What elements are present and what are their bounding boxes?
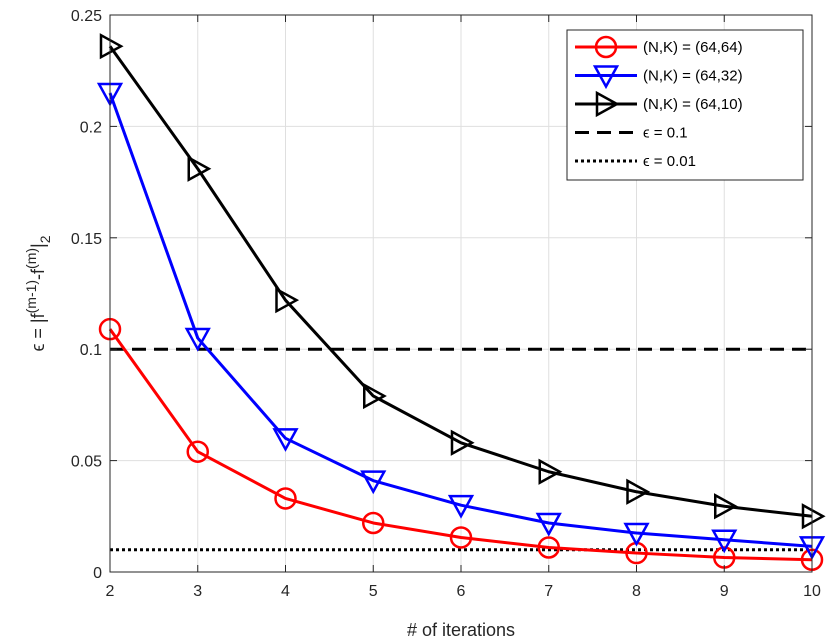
series-2 bbox=[99, 33, 826, 530]
x-tick-label: 6 bbox=[457, 583, 466, 600]
legend-item: (N,K) = (64,64) bbox=[575, 35, 743, 59]
x-ticks: 2 3 4 5 6 7 8 9 10 bbox=[106, 15, 821, 600]
data-point bbox=[801, 503, 826, 530]
data-point bbox=[184, 327, 211, 352]
data-point bbox=[272, 428, 299, 452]
data-point bbox=[447, 494, 475, 519]
data-point bbox=[538, 458, 563, 485]
y-ticks: 0 0.05 0.1 0.15 0.2 0.25 bbox=[71, 8, 812, 582]
x-axis-label: # of iterations bbox=[407, 620, 515, 638]
x-tick-label: 3 bbox=[193, 583, 202, 600]
data-point bbox=[626, 478, 651, 505]
legend: (N,K) = (64,64) (N,K) = (64,32) (N,K) = (6… bbox=[566, 29, 804, 181]
legend-label: (N,K) = (64,10) bbox=[643, 96, 743, 113]
data-point bbox=[274, 487, 297, 510]
x-tick-label: 5 bbox=[369, 583, 378, 600]
y-label-lhs: ϵ = |f bbox=[28, 312, 48, 351]
y-label-mid: -f bbox=[28, 268, 48, 280]
data-point bbox=[187, 155, 212, 182]
x-tick-label: 2 bbox=[106, 583, 115, 600]
series-line bbox=[108, 45, 813, 518]
data-point bbox=[99, 33, 124, 60]
data-point bbox=[623, 522, 650, 547]
y-tick-label: 0.2 bbox=[80, 119, 102, 136]
y-tick-label: 0.25 bbox=[71, 8, 102, 25]
legend-label: ϵ = 0.1 bbox=[643, 125, 688, 142]
legend-item: (N,K) = (64,32) bbox=[575, 65, 743, 90]
y-axis-label: ϵ = |f(m-1)-f(m)|2 bbox=[23, 235, 53, 351]
y-tick-label: 0.1 bbox=[80, 342, 102, 359]
y-label-sub: 2 bbox=[37, 235, 53, 243]
legend-item: ϵ = 0.1 bbox=[575, 125, 688, 142]
x-tick-label: 9 bbox=[720, 583, 729, 600]
x-tick-label: 8 bbox=[632, 583, 641, 600]
y-label-rhs: | bbox=[28, 243, 48, 248]
y-label-sup2: (m) bbox=[23, 248, 39, 269]
data-point bbox=[714, 493, 738, 520]
series-line bbox=[108, 92, 813, 548]
x-tick-label: 4 bbox=[281, 583, 290, 600]
data-point bbox=[595, 90, 620, 118]
y-tick-label: 0.05 bbox=[71, 454, 102, 471]
y-label-sup1: (m-1) bbox=[23, 280, 39, 313]
x-tick-label: 7 bbox=[544, 583, 553, 600]
data-point bbox=[535, 512, 562, 537]
data-point bbox=[363, 382, 387, 410]
data-point bbox=[594, 35, 618, 59]
data-point bbox=[449, 526, 473, 549]
data-point bbox=[711, 529, 738, 554]
reference-lines bbox=[110, 347, 812, 552]
data-point bbox=[360, 470, 387, 495]
data-point bbox=[450, 429, 475, 456]
legend-item: (N,K) = (64,10) bbox=[575, 90, 743, 118]
data-point bbox=[186, 440, 209, 463]
data-point bbox=[537, 536, 560, 559]
legend-label: (N,K) = (64,64) bbox=[643, 39, 743, 56]
data-point bbox=[592, 65, 620, 90]
y-tick-label: 0.15 bbox=[71, 231, 102, 248]
y-tick-label: 0 bbox=[93, 565, 102, 582]
legend-label: (N,K) = (64,32) bbox=[643, 68, 743, 85]
legend-item: ϵ = 0.01 bbox=[575, 153, 696, 170]
data-point bbox=[275, 287, 300, 314]
series-0 bbox=[98, 317, 824, 571]
series-line bbox=[108, 328, 813, 562]
legend-label: ϵ = 0.01 bbox=[643, 153, 696, 170]
x-tick-label: 10 bbox=[803, 583, 821, 600]
data-point bbox=[362, 511, 385, 535]
